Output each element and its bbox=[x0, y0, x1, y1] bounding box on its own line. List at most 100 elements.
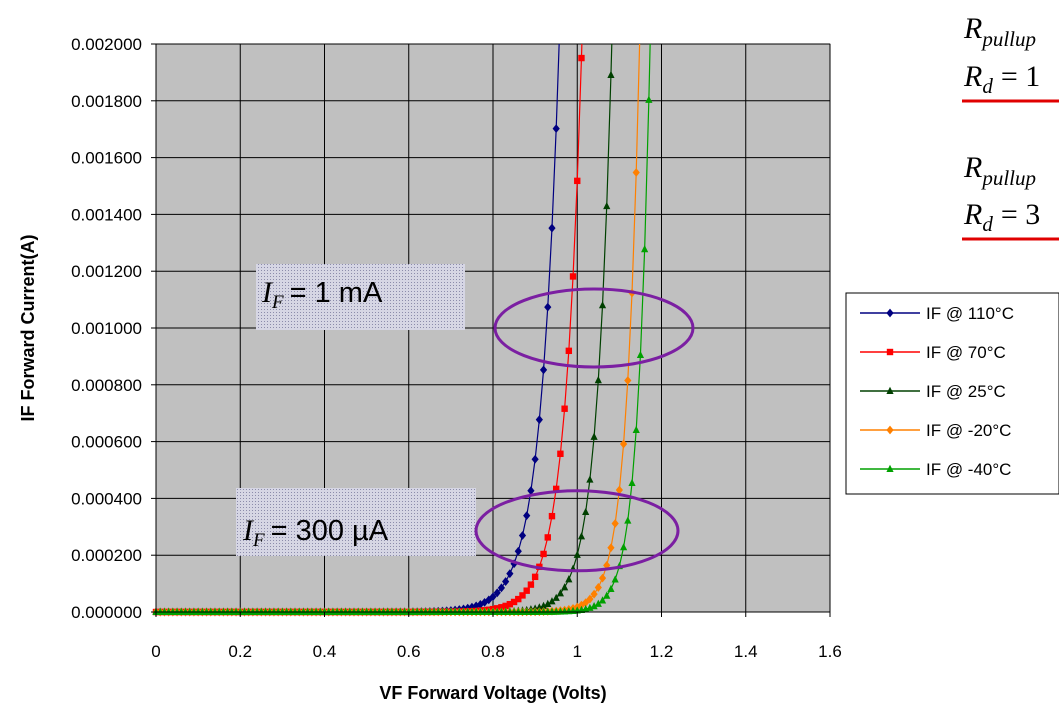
data-point bbox=[544, 302, 552, 312]
data-point bbox=[548, 512, 556, 520]
data-point bbox=[619, 543, 628, 551]
data-point bbox=[619, 439, 628, 449]
legend-label: IF @ -20°C bbox=[926, 421, 1011, 440]
data-point bbox=[544, 599, 552, 607]
data-point bbox=[577, 532, 586, 540]
data-point bbox=[569, 273, 577, 280]
y-tick-label: 0.000000 bbox=[71, 603, 142, 622]
x-tick-label: 1.2 bbox=[650, 642, 674, 661]
legend-swatch-marker bbox=[886, 464, 894, 472]
x-tick-label: 1.4 bbox=[734, 642, 758, 661]
equation-1-line1: Rpullup bbox=[963, 12, 1036, 51]
data-point bbox=[539, 601, 548, 609]
data-point bbox=[632, 425, 640, 433]
x-axis-ticks: 0 0.2 0.4 0.6 0.8 1 1.2 1.4 1.6 bbox=[151, 611, 842, 661]
data-point bbox=[557, 450, 564, 457]
data-point bbox=[598, 573, 607, 583]
highlight-ellipses bbox=[474, 287, 695, 573]
data-point bbox=[624, 376, 632, 385]
data-point bbox=[607, 584, 615, 593]
data-point bbox=[636, 350, 645, 359]
data-point bbox=[535, 415, 543, 425]
data-point bbox=[548, 597, 556, 605]
data-point bbox=[590, 602, 598, 610]
legend-swatch-marker bbox=[886, 386, 894, 394]
data-point bbox=[573, 550, 581, 558]
data-point bbox=[574, 177, 581, 185]
legend-item: IF @ -20°C bbox=[860, 421, 1011, 440]
data-point bbox=[561, 583, 569, 591]
y-tick-label: 0.001600 bbox=[71, 149, 142, 168]
data-point bbox=[556, 589, 564, 597]
equation-2-line1: Rpullup bbox=[963, 151, 1036, 190]
data-point bbox=[527, 486, 535, 496]
data-point bbox=[552, 485, 560, 493]
legend-box bbox=[845, 292, 1059, 495]
data-point bbox=[506, 569, 514, 579]
data-point bbox=[502, 577, 510, 586]
data-point bbox=[594, 583, 602, 592]
y-tick-label: 0.000600 bbox=[71, 433, 142, 452]
x-tick-label: 1 bbox=[573, 642, 582, 661]
data-point bbox=[519, 592, 526, 599]
data-point bbox=[615, 485, 623, 495]
data-point bbox=[565, 575, 573, 583]
annotation-1ma: IF = 1 mA bbox=[261, 276, 383, 313]
data-point bbox=[544, 534, 551, 541]
legend-label: IF @ 25°C bbox=[926, 382, 1006, 401]
y-tick-label: 0.002000 bbox=[71, 35, 142, 54]
data-point bbox=[548, 223, 556, 233]
data-point bbox=[586, 475, 594, 483]
data-point bbox=[603, 201, 611, 210]
y-tick-label: 0.000800 bbox=[71, 376, 142, 395]
legend-label: IF @ 70°C bbox=[926, 343, 1006, 362]
data-point bbox=[515, 595, 522, 603]
data-point bbox=[607, 70, 615, 78]
data-point bbox=[624, 516, 632, 524]
data-point bbox=[603, 560, 611, 570]
legend: IF @ 110°C IF @ 70°C IF @ 25°C IF @ -20°C IF… bbox=[860, 304, 1014, 479]
y-tick-label: 0.001400 bbox=[71, 205, 142, 224]
data-point bbox=[590, 432, 598, 440]
data-point bbox=[497, 583, 506, 593]
y-tick-label: 0.001000 bbox=[71, 319, 142, 338]
data-point bbox=[518, 531, 527, 540]
y-tick-label: 0.001800 bbox=[71, 92, 142, 111]
ellipse-300ua bbox=[474, 489, 680, 573]
x-tick-label: 0 bbox=[151, 642, 160, 661]
annotation-1ma-bg bbox=[256, 264, 465, 330]
y-tick-label: 0.001200 bbox=[71, 262, 142, 281]
y-tick-label: 0.000200 bbox=[71, 546, 142, 565]
x-tick-label: 0.2 bbox=[228, 642, 252, 661]
x-tick-label: 0.6 bbox=[397, 642, 421, 661]
x-axis-title: VF Forward Voltage (Volts) bbox=[379, 683, 606, 703]
legend-item: IF @ -40°C bbox=[860, 460, 1011, 479]
data-point bbox=[645, 95, 653, 103]
annotation-300ua: IF = 300 µA bbox=[242, 514, 389, 551]
data-point bbox=[594, 599, 602, 607]
data-point bbox=[498, 604, 505, 611]
y-axis-title: IF Forward Current(A) bbox=[18, 234, 38, 421]
legend-swatch-marker bbox=[886, 308, 894, 318]
data-point bbox=[590, 589, 598, 599]
data-point bbox=[632, 168, 640, 177]
data-point bbox=[506, 600, 514, 608]
data-point bbox=[523, 511, 531, 521]
legend-swatch-marker bbox=[886, 348, 894, 356]
data-point bbox=[628, 478, 636, 487]
data-point bbox=[552, 124, 560, 134]
data-point bbox=[586, 594, 594, 604]
legend-item: IF @ 70°C bbox=[860, 343, 1006, 362]
legend-swatch-marker bbox=[886, 425, 894, 435]
data-point bbox=[607, 543, 615, 553]
data-point bbox=[565, 347, 573, 355]
data-point bbox=[531, 573, 539, 581]
data-point bbox=[578, 54, 585, 62]
data-point bbox=[539, 365, 548, 375]
data-point bbox=[598, 596, 607, 604]
equation-2-line2: Rd = 3 bbox=[963, 198, 1040, 236]
data-point bbox=[598, 301, 607, 309]
ellipse-1ma bbox=[493, 287, 695, 369]
y-tick-label: 0.000400 bbox=[71, 489, 142, 508]
